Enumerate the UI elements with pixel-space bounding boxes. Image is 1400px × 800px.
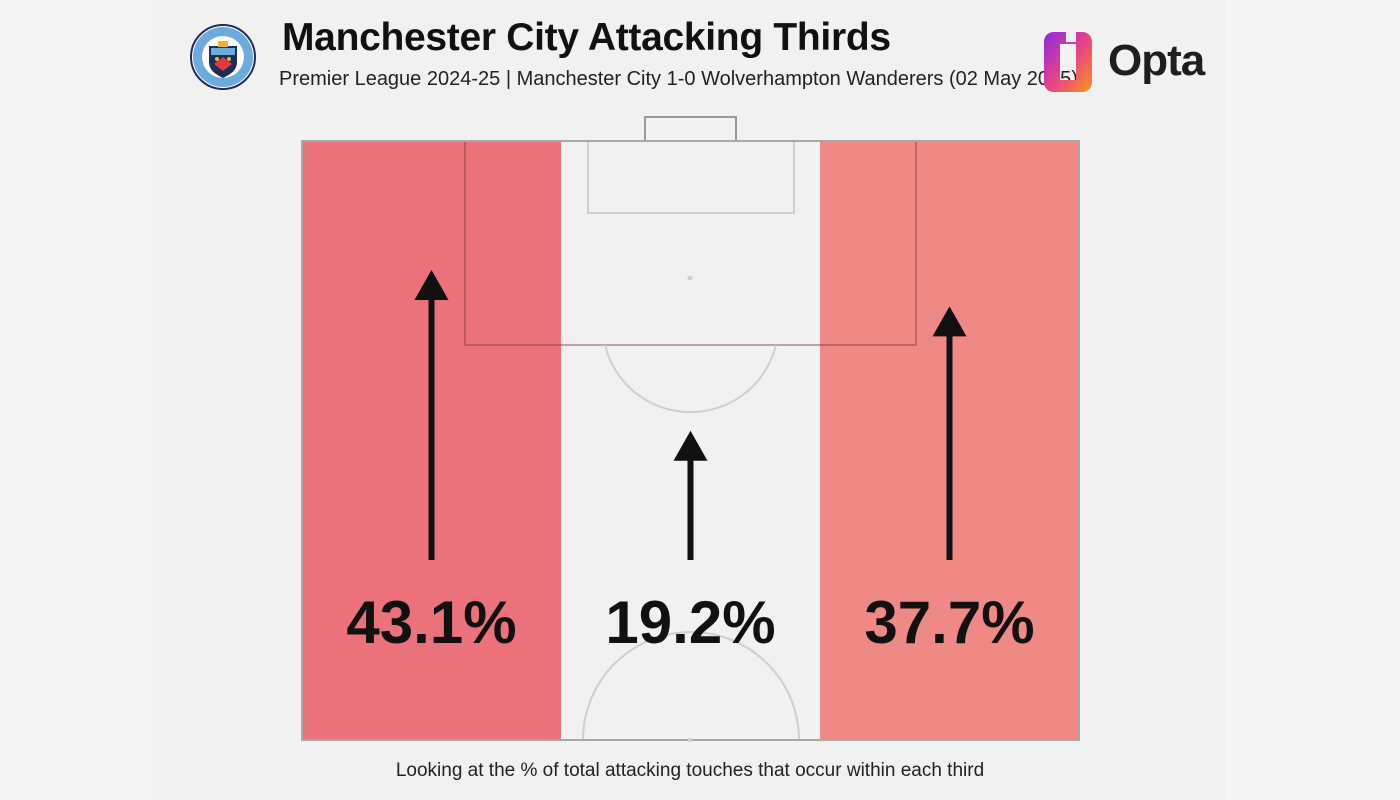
footnote: Looking at the % of total attacking touc… [395, 760, 985, 781]
opta-logo-icon [1044, 28, 1092, 92]
centre-spot [688, 738, 692, 742]
club-badge-icon [190, 24, 256, 90]
arrow-head-left [414, 270, 449, 300]
chart-subtitle: Premier League 2024-25 | Manchester City… [279, 68, 1078, 90]
penalty-arc [604, 344, 777, 414]
goal [644, 116, 737, 142]
arrow-head-right [932, 306, 967, 337]
percentage-label-right: 37.7% [864, 589, 1034, 656]
percentage-label-left: 43.1% [346, 589, 516, 656]
centre-circle [582, 631, 800, 741]
arrow-head-centre [673, 430, 708, 461]
chart-title: Manchester City Attacking Thirds [282, 16, 891, 59]
opta-brand-text: Opta [1108, 36, 1205, 85]
percentage-label-centre: 19.2% [605, 589, 775, 656]
penalty-spot [687, 275, 693, 281]
